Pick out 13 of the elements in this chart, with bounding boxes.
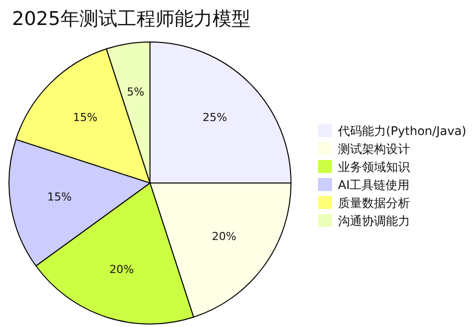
data-label: 20% [212,230,236,243]
legend-label: 沟通协调能力 [338,214,410,228]
data-label: 20% [109,263,134,276]
data-label: 15% [47,190,72,204]
legend-label: 测试架构设计 [338,142,410,156]
chart-title: 2025年测试工程师能力模型 [12,8,250,30]
data-label: 5% [126,85,144,98]
data-label: 25% [202,111,228,124]
legend-label: 代码能力(Python/Java) [337,124,466,138]
data-label: 15% [72,111,98,124]
legend-label: 质量数据分析 [338,196,410,210]
legend-label: AI工具链使用 [338,178,410,192]
legend-label: 业务领域知识 [338,160,410,174]
